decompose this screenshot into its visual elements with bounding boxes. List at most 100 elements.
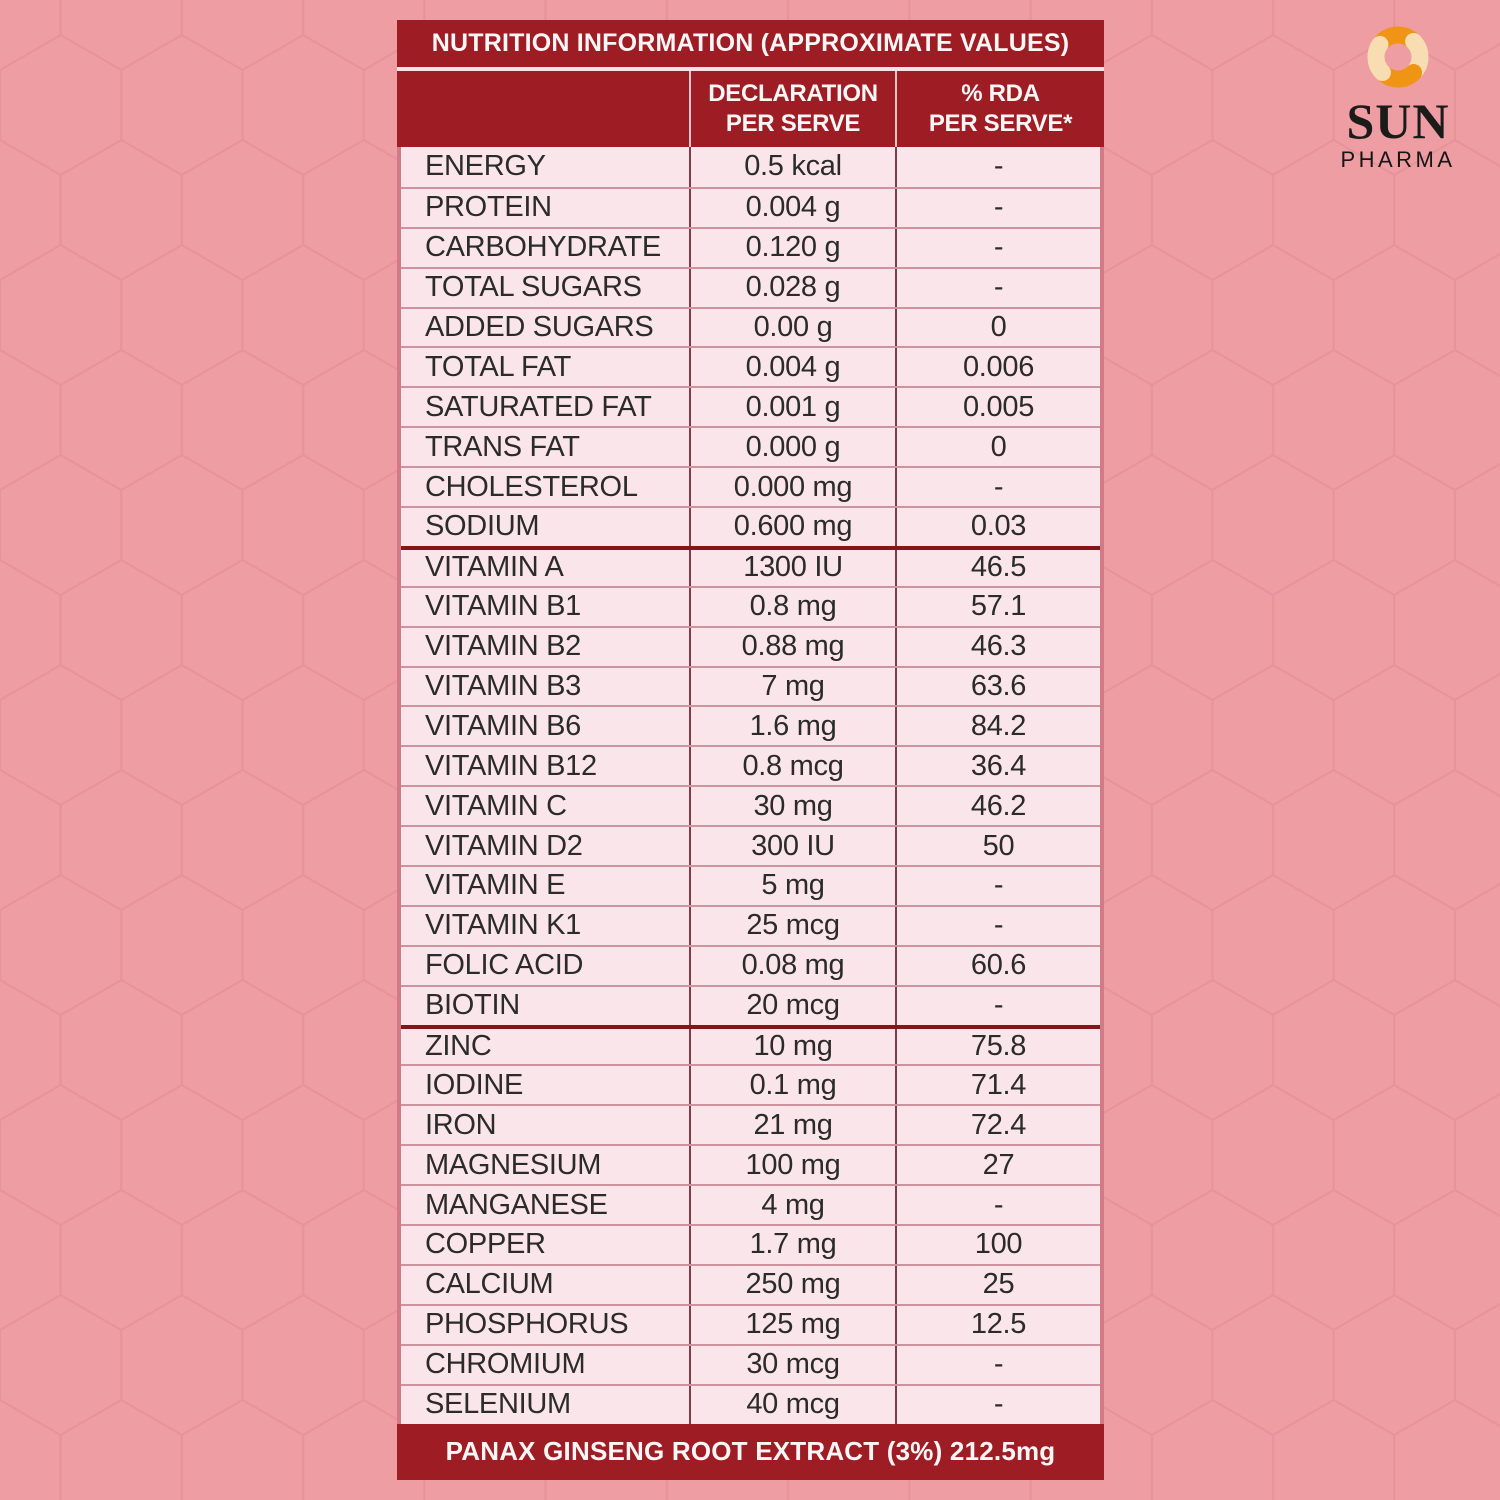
table-row: TOTAL SUGARS 0.028 g -	[401, 266, 1100, 307]
rda-value-cell: -	[895, 867, 1100, 905]
nutrient-name-cell: SATURATED FAT	[425, 390, 652, 423]
declaration-value-cell: 0.00 g	[689, 308, 895, 347]
rda-value-cell: 46.5	[895, 549, 1100, 586]
swirl-segment-peach-left	[1367, 35, 1391, 82]
table-row: ZINC 10 mg 75.8	[401, 1024, 1100, 1065]
table-row: PROTEIN 0.004 g -	[401, 186, 1100, 227]
nutrient-name-cell: VITAMIN B6	[425, 709, 581, 742]
nutrient-name-cell: ENERGY	[425, 150, 546, 183]
nutrient-name-cell: CARBOHYDRATE	[425, 231, 661, 264]
nutrient-name-cell: CHOLESTEROL	[425, 470, 638, 503]
declaration-value-cell: 25 mcg	[689, 906, 895, 945]
rda-value-cell: -	[895, 1186, 1100, 1225]
declaration-value-cell: 0.004 g	[689, 188, 895, 227]
header-rda-line2: PER SERVE*	[928, 110, 1073, 137]
table-footer: PANAX GINSENG ROOT EXTRACT (3%) 212.5mg	[397, 1423, 1104, 1480]
declaration-value-cell: 1.7 mg	[689, 1226, 895, 1264]
nutrient-name-cell: ADDED SUGARS	[425, 311, 654, 343]
nutrient-name-cell: BIOTIN	[425, 989, 520, 1022]
table-row: SODIUM 0.600 mg 0.03	[401, 506, 1100, 546]
table-row: VITAMIN K1 25 mcg -	[401, 904, 1100, 945]
nutrient-name-cell: TOTAL FAT	[425, 350, 572, 383]
declaration-value-cell: 1300 IU	[689, 549, 895, 586]
header-declaration-line2: PER SERVE	[725, 110, 861, 137]
logo-text-pharma: PHARMA	[1340, 147, 1456, 172]
table-row: VITAMIN B3 7 mg 63.6	[401, 665, 1100, 706]
sun-swirl-icon	[1367, 26, 1429, 88]
table-row: TOTAL FAT 0.004 g 0.006	[401, 346, 1100, 387]
declaration-value-cell: 0.028 g	[689, 268, 895, 307]
header-declaration-line1: DECLARATION	[708, 80, 878, 107]
rda-value-cell: 84.2	[895, 707, 1100, 746]
declaration-value-cell: 0.600 mg	[689, 508, 895, 546]
table-title: NUTRITION INFORMATION (APPROXIMATE VALUE…	[397, 20, 1104, 67]
table-row: CARBOHYDRATE 0.120 g -	[401, 226, 1100, 267]
declaration-value-cell: 0.000 mg	[689, 468, 895, 507]
rda-value-cell: 0.005	[895, 388, 1100, 427]
rda-value-cell: 50	[895, 827, 1100, 866]
table-row: VITAMIN B2 0.88 mg 46.3	[401, 625, 1100, 666]
rda-value-cell: 60.6	[895, 946, 1100, 985]
table-row: ADDED SUGARS 0.00 g 0	[401, 306, 1100, 347]
declaration-value-cell: 40 mcg	[689, 1385, 895, 1424]
nutrient-name-cell: VITAMIN C	[425, 789, 567, 822]
table-row: IRON 21 mg 72.4	[401, 1104, 1100, 1145]
table-row: VITAMIN E 5 mg -	[401, 865, 1100, 905]
nutrient-name-cell: VITAMIN B12	[425, 749, 597, 782]
rda-value-cell: -	[895, 268, 1100, 307]
rda-value-cell: 0.006	[895, 348, 1100, 387]
table-row: CALCIUM 250 mg 25	[401, 1263, 1100, 1304]
declaration-value-cell: 0.001 g	[689, 388, 895, 427]
nutrient-name-cell: VITAMIN B3	[425, 670, 581, 703]
nutrient-name-cell: IODINE	[425, 1068, 524, 1101]
rda-value-cell: -	[895, 468, 1100, 507]
header-rda-column: % RDA PER SERVE*	[895, 71, 1104, 147]
rda-value-cell: 100	[895, 1226, 1100, 1264]
nutrient-name-cell: ZINC	[425, 1030, 492, 1063]
declaration-value-cell: 30 mcg	[689, 1345, 895, 1384]
nutrient-name-cell: IRON	[425, 1108, 497, 1141]
declaration-value-cell: 0.120 g	[689, 228, 895, 267]
table-row: FOLIC ACID 0.08 mg 60.6	[401, 944, 1100, 985]
nutrient-name-cell: VITAMIN B2	[425, 630, 581, 663]
nutrient-name-cell: MAGNESIUM	[425, 1148, 602, 1181]
nutrient-name-cell: SODIUM	[425, 510, 540, 543]
declaration-value-cell: 0.000 g	[689, 428, 895, 467]
table-row: VITAMIN B12 0.8 mcg 36.4	[401, 745, 1100, 786]
rda-value-cell: -	[895, 906, 1100, 945]
rda-value-cell: 36.4	[895, 747, 1100, 786]
declaration-value-cell: 300 IU	[689, 827, 895, 866]
nutrient-name-cell: PROTEIN	[425, 191, 552, 224]
declaration-value-cell: 0.1 mg	[689, 1066, 895, 1105]
declaration-value-cell: 0.004 g	[689, 348, 895, 387]
nutrient-name-cell: CALCIUM	[425, 1268, 554, 1301]
rda-value-cell: 0	[895, 428, 1100, 467]
declaration-value-cell: 5 mg	[689, 867, 895, 905]
rda-value-cell: -	[895, 188, 1100, 227]
declaration-value-cell: 100 mg	[689, 1146, 895, 1185]
declaration-value-cell: 0.8 mg	[689, 587, 895, 626]
logo-text-sun: SUN	[1346, 93, 1450, 149]
rda-value-cell: -	[895, 1345, 1100, 1384]
declaration-value-cell: 7 mg	[689, 667, 895, 706]
table-row: IODINE 0.1 mg 71.4	[401, 1064, 1100, 1105]
rda-value-cell: 0.03	[895, 508, 1100, 546]
rda-value-cell: 27	[895, 1146, 1100, 1185]
nutrient-name-cell: MANGANESE	[425, 1188, 608, 1221]
declaration-value-cell: 250 mg	[689, 1265, 895, 1304]
table-row: ENERGY 0.5 kcal -	[401, 147, 1100, 187]
nutrient-name-cell: VITAMIN D2	[425, 829, 583, 862]
declaration-value-cell: 4 mg	[689, 1186, 895, 1225]
declaration-value-cell: 10 mg	[689, 1028, 895, 1065]
table-row: BIOTIN 20 mcg -	[401, 984, 1100, 1025]
rda-value-cell: -	[895, 228, 1100, 267]
rda-value-cell: 0	[895, 308, 1100, 347]
table-row: TRANS FAT 0.000 g 0	[401, 426, 1100, 467]
declaration-value-cell: 30 mg	[689, 787, 895, 826]
rda-value-cell: 72.4	[895, 1106, 1100, 1145]
nutrient-name-cell: FOLIC ACID	[425, 949, 584, 982]
table-row: VITAMIN B6 1.6 mg 84.2	[401, 705, 1100, 746]
rda-value-cell: 57.1	[895, 587, 1100, 626]
declaration-value-cell: 0.8 mcg	[689, 747, 895, 786]
declaration-value-cell: 125 mg	[689, 1305, 895, 1344]
